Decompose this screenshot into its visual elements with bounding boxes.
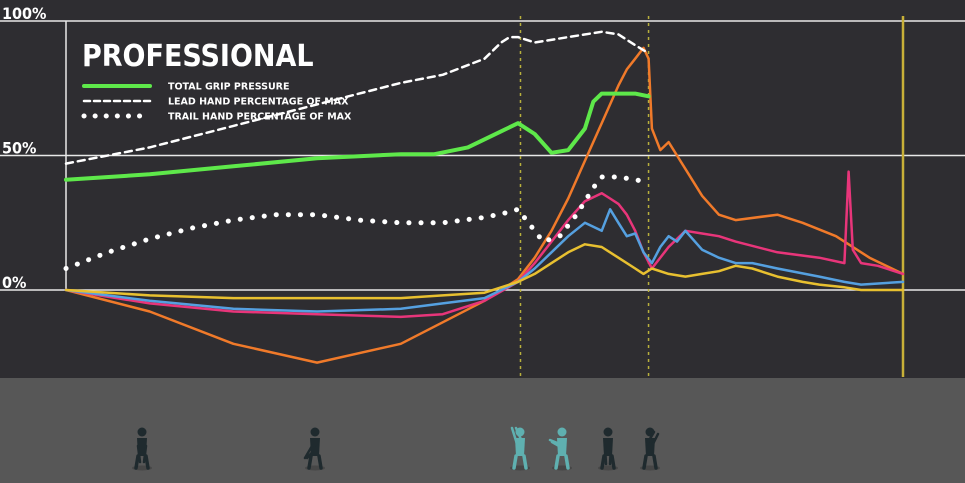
series-line-total-grip-pressure (64, 91, 651, 182)
pose-head (603, 427, 613, 437)
chart-title: PROFESSIONAL (82, 39, 314, 74)
pose-legs (307, 454, 323, 470)
pose-legs (642, 454, 658, 470)
pose-head (310, 427, 320, 437)
y-tick-label: 100% (2, 4, 46, 23)
sensor-series-line (64, 208, 905, 313)
sensor-series-line (64, 243, 905, 300)
legend-label: LEAD HAND PERCENTAGE OF MAX (168, 97, 349, 108)
swing-sequence-panel (0, 378, 965, 483)
legend-label: TOTAL GRIP PRESSURE (168, 82, 289, 93)
golfer-pose-figure (640, 427, 660, 471)
sensor-series-line (64, 46, 905, 364)
sensor-series-line (64, 170, 905, 319)
pose-legs (600, 454, 616, 470)
legend-label: TRAIL HAND PERCENTAGE OF MAX (168, 112, 352, 123)
pose-legs (134, 454, 150, 470)
pose-head (557, 427, 567, 437)
pose-arms (136, 444, 148, 464)
pose-legs (512, 454, 528, 470)
pose-legs (554, 454, 570, 470)
pose-arms (303, 444, 320, 460)
golfer-pose-figure (510, 426, 530, 471)
pose-arms (510, 426, 525, 446)
pose-arms (548, 438, 567, 448)
pose-head (137, 427, 147, 437)
golfer-pose-figure (132, 427, 152, 471)
y-tick-label: 0% (2, 273, 26, 292)
golfer-pose-figure (303, 427, 325, 471)
golfer-pose-figure (598, 427, 618, 471)
golfer-pose-figure (548, 427, 572, 471)
series-line-lead-hand-percentage-of-max (64, 30, 650, 165)
pose-arms (603, 444, 613, 466)
pose-arms (645, 430, 660, 446)
y-tick-label: 50% (2, 139, 36, 158)
